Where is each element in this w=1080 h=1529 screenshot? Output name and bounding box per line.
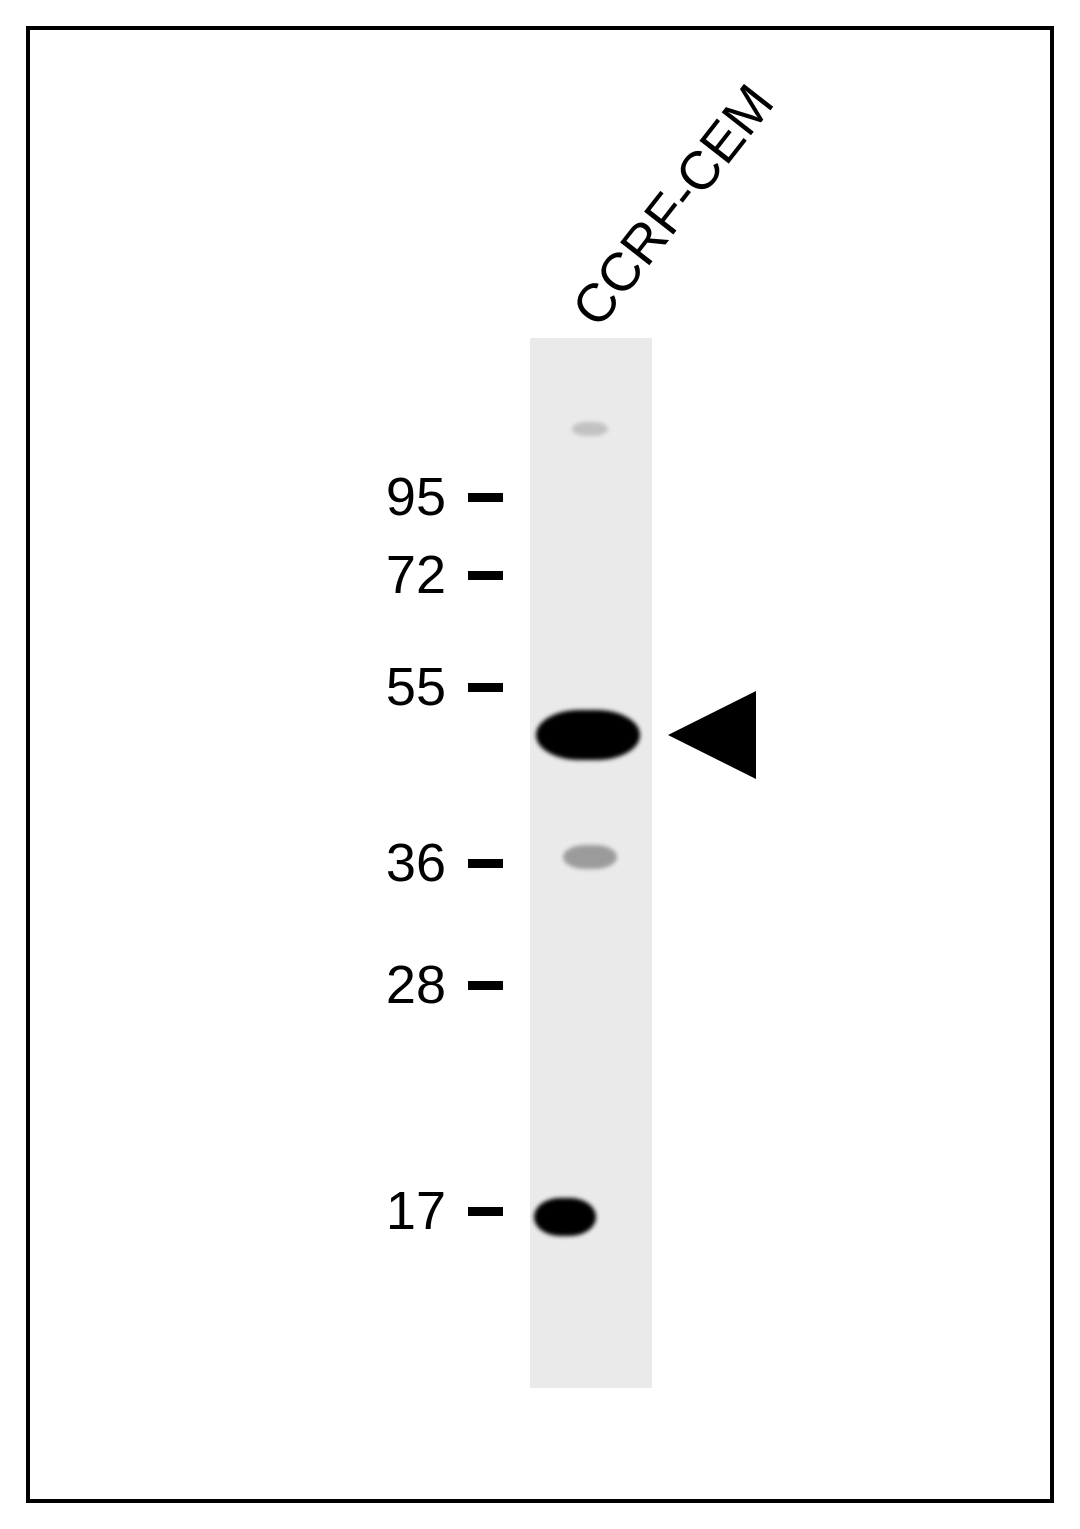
target-band-arrow <box>668 691 756 779</box>
blot-band <box>536 710 640 760</box>
mw-marker-label: 36 <box>326 832 446 894</box>
blot-band <box>572 422 608 436</box>
mw-marker-tick <box>468 859 503 868</box>
mw-marker-label: 28 <box>326 954 446 1016</box>
mw-marker-tick <box>468 1207 503 1216</box>
mw-marker-tick <box>468 683 503 692</box>
mw-marker-tick <box>468 571 503 580</box>
blot-band <box>534 1198 596 1236</box>
mw-marker-label: 72 <box>326 544 446 606</box>
blot-band <box>563 845 617 869</box>
mw-marker-label: 55 <box>326 656 446 718</box>
mw-marker-tick <box>468 981 503 990</box>
mw-marker-label: 17 <box>326 1180 446 1242</box>
mw-marker-tick <box>468 493 503 502</box>
mw-marker-label: 95 <box>326 466 446 528</box>
